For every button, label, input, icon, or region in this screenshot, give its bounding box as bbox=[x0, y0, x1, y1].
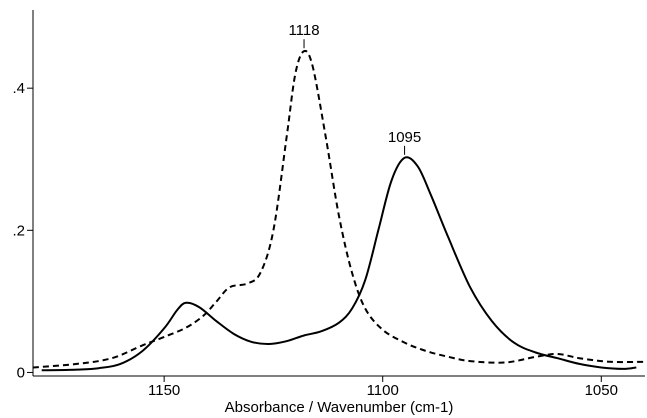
peak-label: 1095 bbox=[388, 129, 421, 146]
y-tick-label: .2 bbox=[12, 222, 25, 239]
series-layer bbox=[32, 49, 646, 372]
y-ticks: 0 .2 .4 bbox=[12, 80, 33, 381]
y-tick-label: .4 bbox=[12, 80, 25, 97]
x-tick-label: 1050 bbox=[585, 382, 618, 399]
y-tick-label: 0 bbox=[17, 364, 25, 381]
annotation-layer: 1118 1095 bbox=[288, 22, 421, 155]
x-axis-title: Absorbance / Wavenumber (cm-1) bbox=[225, 399, 454, 416]
x-ticks: 1150 1100 1050 bbox=[148, 376, 618, 399]
peak-label: 1118 bbox=[288, 22, 319, 39]
axes bbox=[32, 10, 645, 377]
x-tick-label: 1150 bbox=[148, 382, 180, 399]
x-tick-label: 1100 bbox=[367, 382, 399, 399]
solid-spectrum-line bbox=[41, 156, 637, 372]
dashed-spectrum-line bbox=[32, 49, 646, 369]
